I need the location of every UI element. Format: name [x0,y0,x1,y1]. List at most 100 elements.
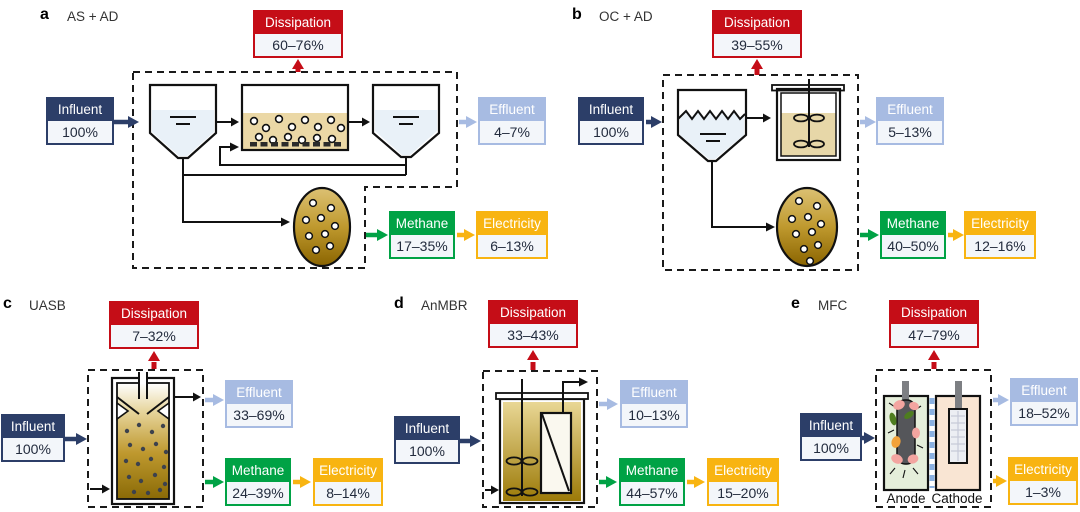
methane-value: 40–50% [887,238,939,254]
effluent-label: Effluent [480,99,544,121]
influent-label: Influent [396,418,458,440]
diffusers-icon [250,142,341,147]
electricity-label: Electricity [315,460,381,482]
electricity-arrow [687,476,705,488]
electricity-label: Electricity [1010,459,1076,481]
electricity-arrow [457,229,475,241]
influent-value: 100% [593,124,629,140]
influent-arrow [460,435,481,447]
panel-c-schematic [65,351,311,508]
effluent-box: Effluent 4–7% [478,97,546,145]
influent-arrow [114,116,139,128]
influent-box: Influent 100% [1,414,65,462]
flow-arrow [90,484,110,494]
electricity-box: Electricity 8–14% [313,458,383,506]
effluent-value: 5–13% [888,124,932,140]
cathode-electrode-icon [948,408,968,464]
system-boundary-dashed [132,71,458,269]
methane-label: Methane [882,213,944,235]
digester-icon [292,186,352,268]
electricity-label: Electricity [709,460,777,482]
effluent-box: Effluent 18–52% [1010,378,1078,426]
electricity-arrow [948,229,964,241]
dissipation-label: Dissipation [490,302,576,324]
panel-letter-c: c [3,295,12,312]
effluent-label: Effluent [878,99,942,121]
methane-label: Methane [621,460,683,482]
panel-title-d: AnMBR [421,298,468,313]
secondary-clarifier-icon [371,83,441,159]
electricity-box: Electricity 15–20% [707,458,779,506]
methane-arrow [599,476,617,488]
methane-arrow [366,229,388,241]
dissipation-box: Dissipation 7–32% [109,301,199,349]
granular-sludge-dots [123,422,169,496]
methane-label: Methane [227,460,289,482]
influent-box: Influent 100% [578,97,644,145]
influent-label: Influent [580,99,642,121]
electricity-value: 1–3% [1025,484,1061,500]
effluent-arrow [205,394,224,406]
influent-label: Influent [802,415,860,437]
electricity-arrow [293,476,311,488]
methane-value: 44–57% [626,485,678,501]
influent-arrow [65,433,87,445]
methane-arrow [860,229,879,241]
dissipation-arrow [751,59,763,75]
dissipation-label: Dissipation [891,302,977,324]
dissipation-box: Dissipation 47–79% [889,300,979,348]
panel-title-a: AS + AD [67,9,119,24]
methane-box: Methane 24–39% [225,458,291,506]
panel-title-b: OC + AD [599,9,653,24]
flow-arrow [216,117,239,127]
system-boundary-dashed [662,74,859,271]
stirred-tank-icon [771,79,845,162]
panel-title-c: UASB [29,298,66,313]
flow-arrow [348,117,370,127]
effluent-value: 4–7% [494,124,530,140]
effluent-value: 10–13% [628,407,680,423]
influent-box: Influent 100% [394,416,460,464]
aeration-tank-icon [240,83,350,152]
methane-value: 17–35% [396,238,448,254]
electricity-box: Electricity 6–13% [476,211,548,259]
electricity-value: 15–20% [717,485,769,501]
dissipation-value: 7–32% [132,328,176,344]
mfc-cell-icon [882,381,982,492]
influent-arrow [646,116,662,128]
system-boundary-dashed [482,370,598,508]
return-sludge-line [219,142,407,175]
flow-arrow [174,392,201,402]
cathode-label: Cathode [931,491,983,506]
methane-box: Methane 44–57% [619,458,685,506]
dissipation-arrow [527,350,539,370]
anode-electrode-icon [887,399,924,479]
flow-arrow [746,113,771,123]
sludge-to-digester-line [711,161,775,232]
clarifier-icon [676,88,748,163]
primary-clarifier-icon [148,83,218,160]
influent-value: 100% [813,440,849,456]
effluent-arrow [599,398,618,410]
membrane-module-icon [539,411,573,495]
dissipation-label: Dissipation [111,303,197,325]
methane-value: 24–39% [232,485,284,501]
dissipation-arrow [292,59,304,72]
sludge-to-digester-line [182,157,406,227]
electricity-label: Electricity [478,213,546,235]
influent-value: 100% [409,443,445,459]
panel-letter-a: a [40,6,49,23]
panel-a-schematic [114,59,477,269]
effluent-label: Effluent [622,382,686,404]
effluent-label: Effluent [227,382,291,404]
dissipation-label: Dissipation [255,12,341,34]
anmbr-tank-icon [495,377,589,505]
panel-letter-d: d [394,295,404,312]
electricity-box: Electricity 1–3% [1008,457,1078,505]
panel-d-schematic [460,350,705,508]
electricity-value: 6–13% [490,238,534,254]
electricity-arrow [993,475,1007,487]
influent-box: Influent 100% [46,97,114,145]
dissipation-arrow [148,351,160,369]
